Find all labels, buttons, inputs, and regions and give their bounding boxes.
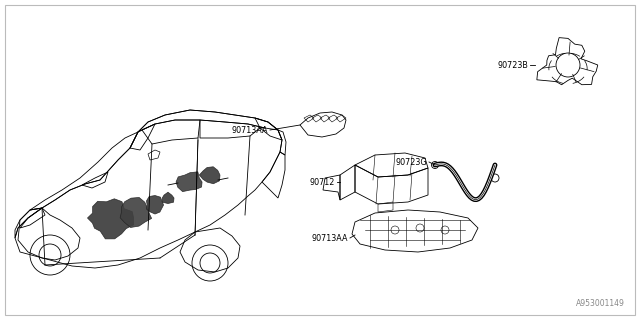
Polygon shape: [147, 196, 164, 214]
Polygon shape: [88, 199, 134, 239]
Text: 90723G: 90723G: [396, 157, 427, 166]
Polygon shape: [199, 167, 220, 184]
Polygon shape: [176, 172, 202, 192]
Text: A953001149: A953001149: [576, 299, 625, 308]
Text: 90712: 90712: [310, 178, 335, 187]
Text: 90713AA: 90713AA: [232, 125, 268, 134]
Polygon shape: [120, 197, 152, 228]
Polygon shape: [162, 192, 174, 204]
Text: 90713AA: 90713AA: [312, 234, 348, 243]
Text: 90723B: 90723B: [497, 60, 528, 69]
